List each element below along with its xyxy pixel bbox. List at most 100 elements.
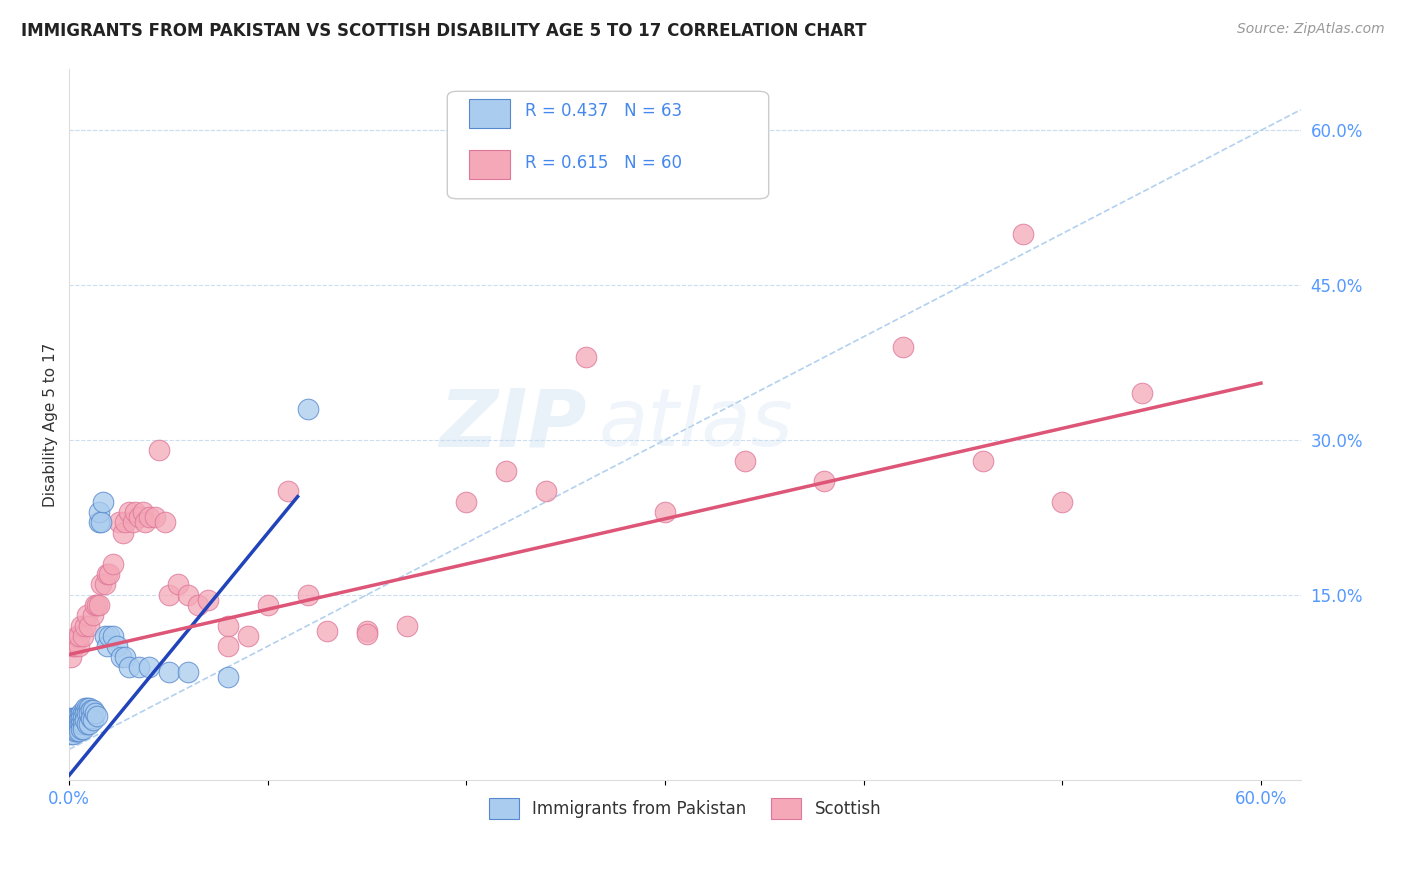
Point [217,670,239,684]
Point [217,639,239,653]
Point [63,716,86,731]
Point [217,618,239,632]
Point [297,588,319,602]
Point [257,598,280,612]
Point [66,629,89,643]
Point [121,516,143,530]
Point [62,711,84,725]
Point [177,588,200,602]
Point [72,711,94,725]
Text: atlas: atlas [599,385,793,464]
FancyBboxPatch shape [447,91,769,199]
Point [84,706,107,721]
Point [70,706,93,721]
Point [75,706,97,721]
Text: IMMIGRANTS FROM PAKISTAN VS SCOTTISH DISABILITY AGE 5 TO 17 CORRELATION CHART: IMMIGRANTS FROM PAKISTAN VS SCOTTISH DIS… [21,22,866,40]
Point [124,505,146,519]
Point [72,716,94,731]
Point [62,639,84,653]
Point [75,618,97,632]
Point [118,505,141,519]
Point [495,464,517,478]
Point [82,703,104,717]
Point [456,495,478,509]
Point [96,639,118,653]
Text: R = 0.437   N = 63: R = 0.437 N = 63 [524,103,682,120]
Point [167,577,190,591]
Point [86,709,108,723]
Point [72,706,94,721]
Point [76,706,98,721]
Point [734,453,756,467]
Point [67,639,90,653]
Point [105,639,128,653]
Point [70,711,93,725]
Point [80,711,103,725]
Point [67,723,90,738]
Point [77,706,100,721]
Point [110,649,132,664]
Point [197,592,219,607]
Point [111,525,134,540]
Point [75,701,97,715]
Point [77,716,100,731]
Point [70,716,93,731]
Point [66,711,89,725]
Text: R = 0.615   N = 60: R = 0.615 N = 60 [524,154,682,172]
Point [356,627,378,641]
Y-axis label: Disability Age 5 to 17: Disability Age 5 to 17 [44,343,58,507]
Point [128,510,150,524]
Point [66,723,89,738]
Point [1130,386,1153,401]
Point [63,714,86,728]
Point [177,665,200,679]
Point [236,629,259,643]
Point [60,727,83,741]
FancyBboxPatch shape [470,99,510,128]
Point [63,720,86,734]
Point [60,649,83,664]
Point [395,618,418,632]
Point [94,629,117,643]
Point [97,629,120,643]
Point [143,510,166,524]
Point [82,608,104,623]
Point [60,716,83,731]
Point [187,598,209,612]
Point [90,516,112,530]
Point [94,577,117,591]
Point [118,660,141,674]
Point [1052,495,1074,509]
Point [91,495,114,509]
FancyBboxPatch shape [470,151,510,178]
Point [132,505,155,519]
Point [62,722,84,736]
Point [67,629,90,643]
Point [59,711,82,725]
Point [72,722,94,736]
Point [72,629,94,643]
Point [1011,227,1033,241]
Point [82,714,104,728]
Point [70,618,93,632]
Point [97,566,120,581]
Text: Source: ZipAtlas.com: Source: ZipAtlas.com [1237,22,1385,37]
Point [67,711,90,725]
Point [62,716,84,731]
Point [148,443,170,458]
Point [138,510,160,524]
Point [108,516,131,530]
Point [84,598,107,612]
Point [134,516,156,530]
Point [76,608,98,623]
Point [813,474,835,488]
Point [316,624,339,638]
Point [62,727,84,741]
Point [101,629,124,643]
Point [87,598,110,612]
Point [575,351,598,365]
Point [63,723,86,738]
Point [654,505,676,519]
Point [75,714,97,728]
Text: ZIP: ZIP [439,385,586,464]
